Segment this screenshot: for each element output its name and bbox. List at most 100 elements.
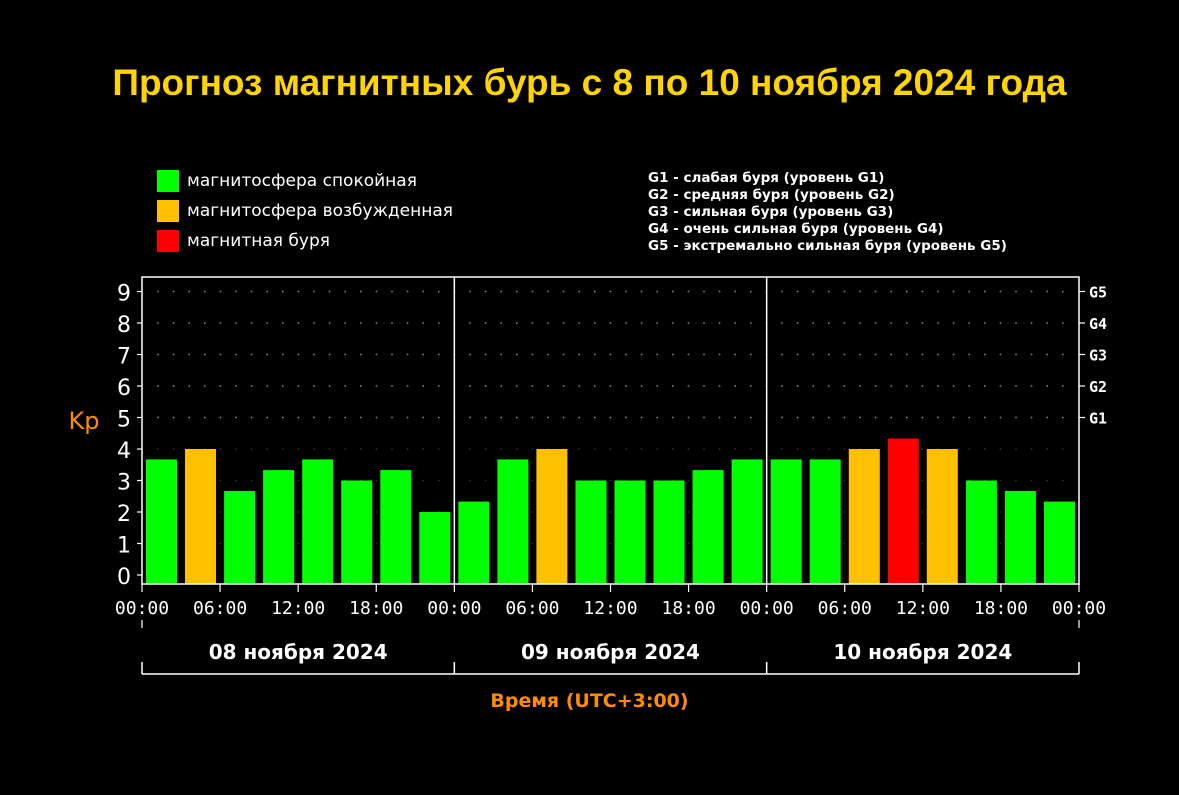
- grid-dot: [219, 448, 222, 450]
- grid-dot: [500, 290, 503, 293]
- grid-dot: [859, 385, 861, 387]
- grid-dot: [1015, 385, 1017, 387]
- x-tick-label: 00:00: [740, 598, 794, 619]
- grid-dot: [250, 416, 253, 419]
- grid-dot: [671, 448, 674, 450]
- grid-dot: [484, 448, 487, 450]
- grid-dot: [469, 322, 471, 324]
- legend-swatch-excited: [157, 200, 179, 222]
- grid-dot: [656, 290, 659, 293]
- grid-dot: [422, 353, 425, 356]
- grid-dot: [905, 290, 908, 293]
- grid-dot: [157, 353, 159, 356]
- grid-dot: [609, 542, 612, 545]
- grid-dot: [687, 416, 690, 419]
- grid-dot: [609, 290, 612, 293]
- grid-dot: [266, 322, 269, 324]
- grid-dot: [687, 353, 690, 356]
- grid-dot: [547, 290, 549, 293]
- grid-dot: [297, 290, 300, 293]
- grid-dot: [890, 322, 893, 324]
- grid-dot: [593, 353, 596, 356]
- grid-dot: [219, 479, 222, 482]
- grid-dot: [1030, 479, 1033, 482]
- grid-dot: [1015, 290, 1017, 293]
- grid-dot: [297, 385, 300, 387]
- grid-dot: [469, 353, 471, 356]
- grid-dot: [547, 322, 549, 324]
- grid-dot: [157, 416, 159, 419]
- grid-dot: [671, 290, 674, 293]
- grid-dot: [359, 322, 362, 324]
- grid-dot: [703, 290, 705, 293]
- grid-dot: [547, 353, 549, 356]
- grid-dot: [266, 385, 269, 387]
- grid-dot: [375, 290, 378, 293]
- grid-dot: [968, 322, 971, 324]
- grid-dot: [562, 416, 565, 419]
- grid-dot: [437, 290, 440, 293]
- grid-dot: [219, 322, 222, 324]
- grid-dot: [1015, 353, 1017, 356]
- grid-dot: [921, 511, 924, 513]
- grid-dot: [703, 353, 705, 356]
- grid-dot: [609, 385, 612, 387]
- grid-dot: [921, 479, 924, 482]
- grid-dot: [999, 416, 1002, 419]
- grid-dot: [874, 385, 877, 387]
- grid-dot: [375, 322, 378, 324]
- y-tick-label: 2: [117, 502, 131, 527]
- g-level-label: G1: [1089, 410, 1107, 428]
- grid-dot: [968, 385, 971, 387]
- grid-dot: [1046, 479, 1049, 482]
- grid-dot: [1046, 322, 1049, 324]
- grid-dot: [500, 322, 503, 324]
- grid-dot: [874, 322, 877, 324]
- grid-dot: [905, 385, 908, 387]
- grid-dot: [593, 290, 596, 293]
- grid-dot: [188, 322, 191, 324]
- grid-dot: [703, 322, 705, 324]
- grid-dot: [562, 322, 565, 324]
- grid-dot: [999, 290, 1002, 293]
- grid-dot: [484, 416, 487, 419]
- grid-dot: [999, 511, 1002, 513]
- bar-23: [1004, 490, 1036, 584]
- grid-dot: [859, 290, 861, 293]
- grid-dot: [734, 416, 737, 419]
- grid-dot: [422, 385, 425, 387]
- grid-dot: [812, 290, 815, 293]
- grid-dot: [406, 322, 409, 324]
- grid-dot: [999, 385, 1002, 387]
- grid-dot: [469, 448, 471, 450]
- grid-dot: [328, 322, 331, 324]
- grid-dot: [219, 542, 222, 545]
- bar-20: [887, 438, 919, 584]
- grid-dot: [297, 448, 300, 450]
- grid-dot: [437, 479, 440, 482]
- grid-dot: [796, 448, 799, 450]
- grid-dot: [609, 511, 612, 513]
- g-legend-g5: G5 - экстремально сильная буря (уровень …: [648, 238, 1007, 254]
- grid-dot: [172, 290, 175, 293]
- g-legend-g1: G1 - слабая буря (уровень G1): [648, 170, 885, 186]
- grid-dot: [172, 322, 175, 324]
- y-tick-label: 9: [117, 282, 131, 307]
- grid-dot: [843, 479, 846, 482]
- grid-dot: [827, 448, 830, 450]
- grid-dot: [469, 479, 471, 482]
- grid-dot: [235, 385, 237, 387]
- grid-dot: [437, 416, 440, 419]
- grid-dot: [469, 416, 471, 419]
- grid-dot: [640, 385, 643, 387]
- grid-dot: [1061, 416, 1064, 419]
- grid-dot: [359, 385, 362, 387]
- grid-dot: [874, 353, 877, 356]
- grid-dot: [484, 385, 487, 387]
- grid-dot: [203, 416, 206, 419]
- grid-dot: [1046, 416, 1049, 419]
- grid-dot: [640, 353, 643, 356]
- grid-dot: [250, 353, 253, 356]
- grid-dot: [157, 448, 159, 450]
- grid-dot: [562, 353, 565, 356]
